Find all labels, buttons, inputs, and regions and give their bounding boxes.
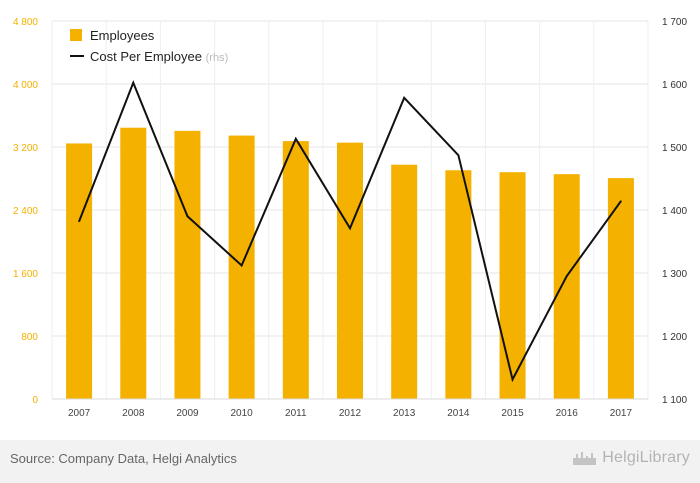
y-left-tick-label: 2 400 (13, 206, 38, 217)
brand-logo: HelgiLibrary (572, 449, 690, 467)
line-series (78, 80, 622, 383)
line-point (457, 154, 460, 156)
x-tick-label: 2016 (556, 408, 579, 419)
line-point (620, 200, 622, 202)
y-right-tick-label: 1 700 (662, 17, 687, 28)
y-right-tick-label: 1 100 (662, 395, 687, 406)
x-tick-label: 2008 (122, 408, 145, 419)
bar (66, 143, 93, 399)
x-tick-label: 2015 (501, 408, 524, 419)
y-right-tick-label: 1 200 (662, 332, 687, 343)
x-tick-label: 2007 (68, 408, 91, 419)
footer: Source: Company Data, Helgi Analytics He… (0, 440, 700, 483)
legend-swatch-employees (70, 29, 82, 41)
bar (337, 142, 363, 399)
line-point (565, 275, 568, 277)
bar-series (66, 127, 634, 400)
x-tick-label: 2011 (285, 408, 307, 419)
legend-label-cost-name: Cost Per Employee (90, 49, 202, 64)
bar (174, 130, 201, 399)
y-axis-left: 0 800 1 600 2 400 3 200 4 000 4 800 (13, 17, 38, 406)
x-axis: 2007 2008 2009 2010 2011 2012 2013 2014 2015 2016… (52, 398, 648, 419)
bar (391, 164, 418, 399)
y-right-tick-label: 1 500 (662, 143, 687, 154)
y-left-tick-label: 0 (32, 395, 38, 406)
bar (607, 178, 634, 399)
y-axis-right: 1 100 1 200 1 300 1 400 1 500 1 600 1 700 (662, 17, 687, 406)
legend-label-cost-suffix: (rhs) (206, 52, 229, 64)
x-tick-label: 2012 (339, 408, 362, 419)
line-point (186, 215, 189, 218)
bar (120, 127, 147, 400)
line-point (132, 81, 135, 84)
line-point (240, 264, 243, 267)
y-left-tick-label: 800 (21, 332, 38, 343)
legend-label-cost: Cost Per Employee (rhs) (90, 49, 228, 64)
source-note: Source: Company Data, Helgi Analytics (10, 451, 237, 466)
bar (282, 141, 309, 399)
bar (553, 174, 580, 399)
x-tick-label: 2009 (176, 408, 199, 419)
y-right-tick-label: 1 600 (662, 80, 687, 91)
combo-chart: 2007 2008 2009 2010 2011 2012 2013 2014 2015 2016… (13, 17, 687, 419)
x-tick-label: 2014 (447, 408, 470, 419)
legend-label-employees: Employees (90, 28, 155, 43)
y-left-tick-label: 4 000 (13, 80, 38, 91)
y-right-tick-label: 1 400 (662, 206, 687, 217)
y-right-tick-label: 1 300 (662, 269, 687, 280)
x-tick-label: 2013 (393, 408, 416, 419)
line-point (349, 227, 351, 230)
line-point (78, 220, 80, 223)
chart-area: 2007 2008 2009 2010 2011 2012 2013 2014 2015 2016… (13, 17, 687, 419)
y-left-tick-label: 4 800 (13, 17, 38, 28)
y-left-tick-label: 3 200 (13, 143, 38, 154)
line-point (511, 378, 514, 381)
line-point (295, 138, 297, 140)
bar (499, 172, 526, 399)
bar (445, 170, 472, 399)
gridlines (51, 20, 649, 399)
legend: Employees Cost Per Employee (rhs) (70, 28, 228, 64)
line-point (403, 97, 405, 99)
bar (228, 135, 255, 400)
x-tick-label: 2017 (610, 408, 633, 419)
x-tick-label: 2010 (231, 408, 254, 419)
skyline-icon (573, 452, 597, 465)
brand-name: HelgiLibrary (602, 449, 690, 466)
y-left-tick-label: 1 600 (13, 269, 38, 280)
